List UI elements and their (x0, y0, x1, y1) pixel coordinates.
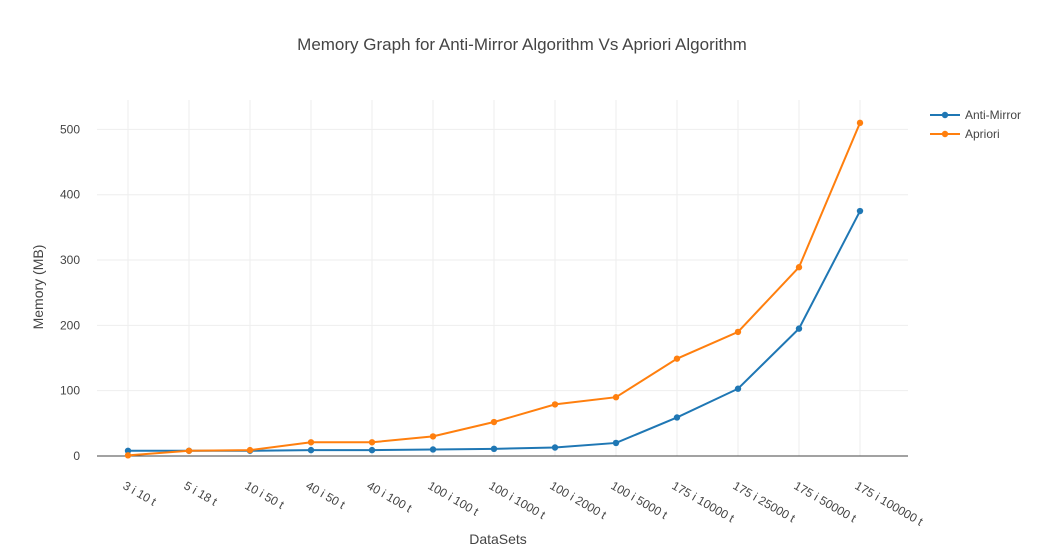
data-point[interactable] (856, 119, 864, 127)
legend-item[interactable]: Anti-Mirror (930, 108, 1021, 122)
x-tick-label: 175 i 50000 t (792, 478, 860, 525)
y-tick-label: 100 (60, 384, 80, 398)
x-tick-label: 175 i 25000 t (731, 478, 799, 525)
x-tick-label: 175 i 10000 t (670, 478, 738, 525)
data-point[interactable] (307, 439, 315, 446)
data-point[interactable] (612, 439, 620, 447)
data-point[interactable] (673, 414, 681, 421)
x-tick-label: 5 i 18 t (182, 478, 221, 508)
data-point[interactable] (185, 447, 193, 454)
x-tick-labels: 3 i 10 t 5 i 18 t 10 i 50 t 40 i 50 t 40 i 1… (121, 478, 926, 528)
x-tick-label: 100 i 1000 t (487, 478, 549, 522)
series-apriori (124, 119, 864, 459)
data-point[interactable] (551, 444, 559, 451)
x-tick-label: 100 i 5000 t (609, 478, 671, 522)
y-tick-label: 500 (60, 122, 80, 136)
legend[interactable]: Anti-Mirror Apriori (930, 108, 1021, 141)
y-tick-label: 200 (60, 318, 80, 332)
data-point[interactable] (734, 328, 742, 336)
data-point[interactable] (429, 433, 437, 440)
data-point[interactable] (795, 264, 803, 271)
x-tick-label: 3 i 10 t (121, 478, 160, 508)
data-point[interactable] (856, 207, 864, 215)
data-point[interactable] (551, 401, 559, 408)
data-point[interactable] (307, 446, 315, 454)
data-point[interactable] (368, 439, 376, 446)
data-point[interactable] (429, 446, 437, 453)
y-tick-label: 0 (73, 449, 80, 463)
grid-layer (97, 100, 908, 456)
x-axis-title: DataSets (469, 531, 527, 547)
x-tick-label: 100 i 2000 t (548, 478, 610, 522)
legend-label: Anti-Mirror (965, 108, 1021, 122)
y-tick-label: 300 (60, 253, 80, 267)
y-tick-labels: 0 100 200 300 400 500 (60, 122, 80, 463)
x-tick-label: 40 i 100 t (365, 478, 415, 515)
data-point[interactable] (490, 418, 498, 426)
data-point[interactable] (612, 394, 620, 401)
data-point[interactable] (673, 355, 681, 362)
data-point[interactable] (246, 446, 254, 454)
x-tick-label: 175 i 100000 t (853, 478, 926, 528)
data-point[interactable] (368, 446, 376, 454)
data-point[interactable] (734, 385, 742, 392)
y-tick-label: 400 (60, 188, 80, 202)
data-point[interactable] (124, 452, 132, 459)
legend-swatch-point (941, 111, 949, 119)
y-axis-title: Memory (MB) (30, 245, 46, 330)
series-layer (124, 119, 864, 459)
data-point[interactable] (795, 325, 803, 332)
chart-title: Memory Graph for Anti-Mirror Algorithm V… (297, 35, 747, 54)
x-tick-label: 40 i 50 t (304, 478, 349, 512)
legend-swatch-point (941, 130, 949, 138)
x-tick-label: 100 i 100 t (426, 478, 482, 518)
x-tick-label: 10 i 50 t (243, 478, 288, 512)
data-point[interactable] (124, 447, 132, 454)
data-point[interactable] (490, 445, 498, 453)
legend-item[interactable]: Apriori (930, 127, 1000, 141)
legend-label: Apriori (965, 127, 1000, 141)
